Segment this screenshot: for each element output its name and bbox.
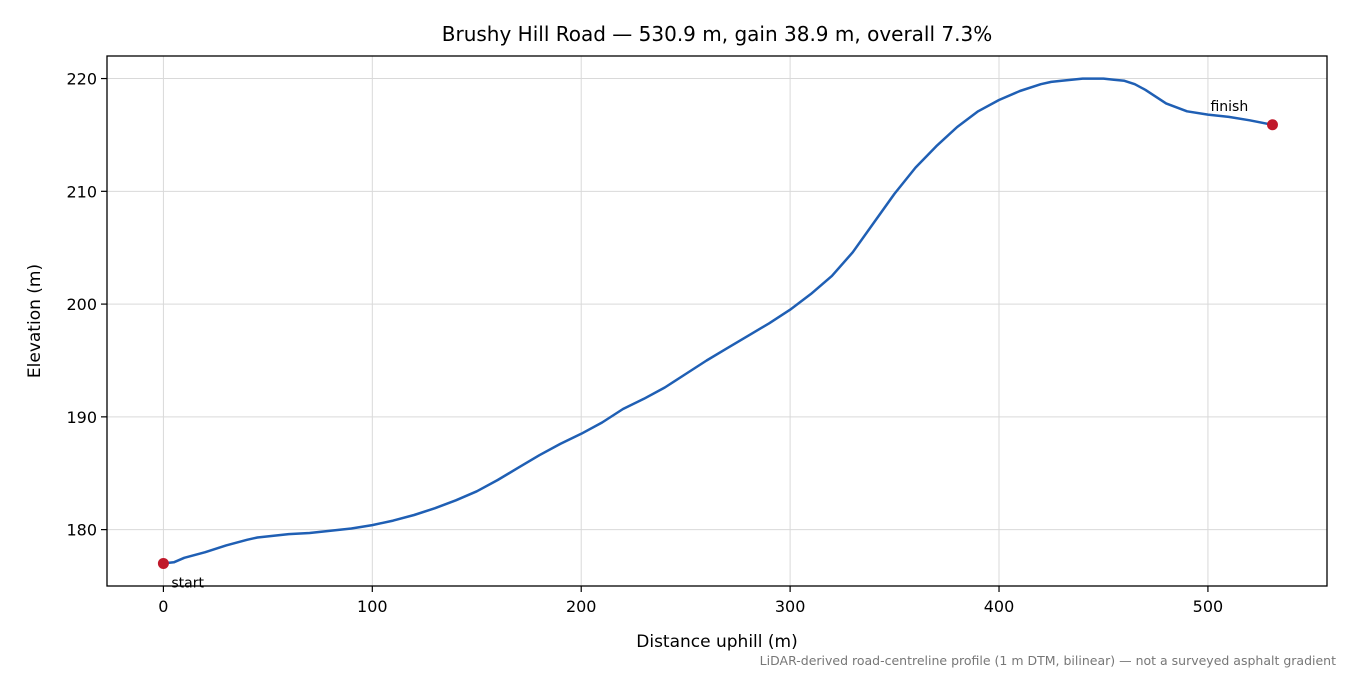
chart-title: Brushy Hill Road — 530.9 m, gain 38.9 m,… <box>442 22 992 46</box>
x-axis-label: Distance uphill (m) <box>636 632 797 652</box>
marker-label-start: start <box>171 575 204 591</box>
x-tick-label: 300 <box>775 597 806 616</box>
y-tick-label: 200 <box>66 295 97 314</box>
axis-ticks: 0 100 200 300 400 500 180 190 200 210 220 <box>66 70 1223 616</box>
marker-label-finish: finish <box>1210 99 1248 115</box>
x-tick-label: 0 <box>158 597 168 616</box>
x-tick-label: 200 <box>566 597 597 616</box>
plot-frame <box>106 55 1328 587</box>
y-axis-label: Elevation (m) <box>25 264 45 378</box>
marker-start <box>157 557 169 569</box>
y-tick-label: 210 <box>66 182 97 201</box>
x-tick-label: 100 <box>357 597 388 616</box>
marker-finish <box>1266 119 1278 131</box>
chart-caption: LiDAR-derived road-centreline profile (1… <box>760 653 1336 668</box>
endpoint-markers: start finish <box>157 99 1278 591</box>
y-tick-label: 220 <box>66 70 97 89</box>
x-tick-label: 400 <box>984 597 1015 616</box>
elevation-line <box>162 77 1274 565</box>
x-tick-label: 500 <box>1193 597 1224 616</box>
y-tick-label: 180 <box>66 521 97 540</box>
y-tick-label: 190 <box>66 408 97 427</box>
grid-lines <box>107 56 1327 586</box>
